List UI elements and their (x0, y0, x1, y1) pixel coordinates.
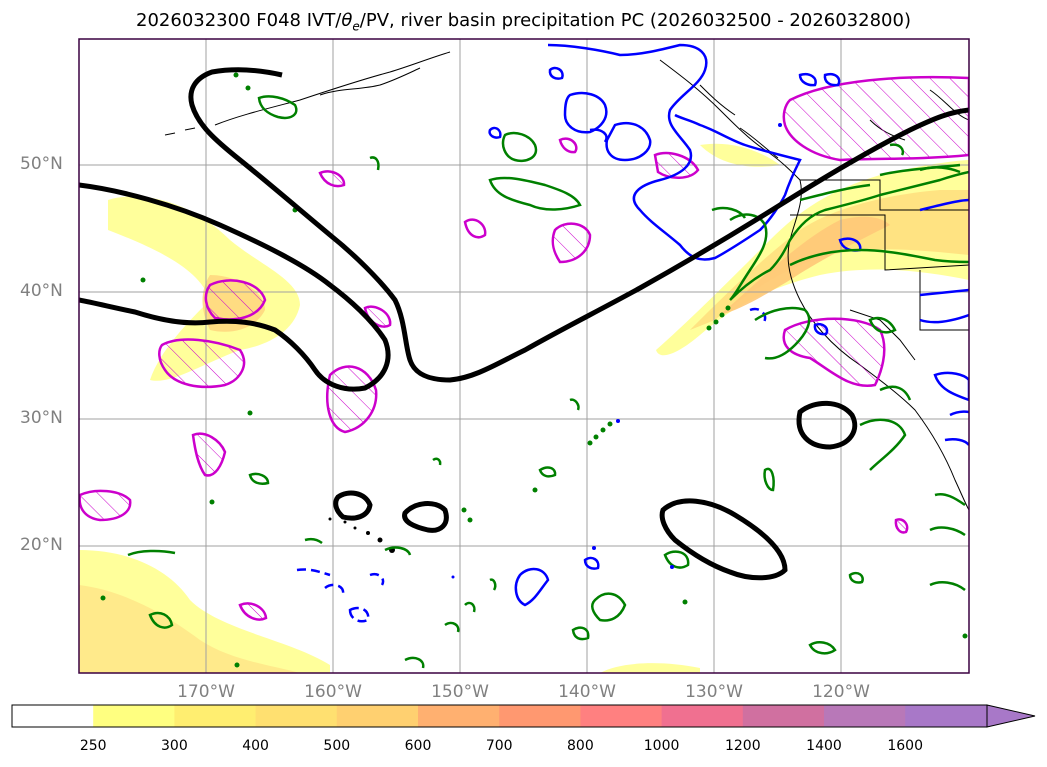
colorbar-cell (12, 705, 94, 727)
lon-label-120w: 120°W (812, 682, 870, 702)
colorbar-tick-label: 1000 (643, 738, 680, 754)
colorbar-frame (11, 704, 988, 728)
colorbar-cell (580, 705, 663, 727)
colorbar-cell (742, 705, 825, 727)
colorbar-tick-label: 600 (404, 738, 432, 754)
colorbar-tick-label: 1200 (724, 738, 761, 754)
precip-contours (79, 75, 969, 621)
lon-label-170w: 170°W (177, 682, 235, 702)
colorbar-tick-label: 800 (567, 738, 594, 754)
plot-frame (78, 38, 970, 674)
colorbar-tick-label: 400 (242, 738, 269, 754)
colorbar-cell (824, 705, 906, 727)
colorbar-cell (93, 705, 175, 727)
map-canvas (78, 38, 970, 674)
lon-label-130w: 130°W (685, 682, 743, 702)
lat-label-20: 20°N (20, 535, 63, 555)
pv-contours (296, 43, 969, 623)
colorbar-tick-label: 1600 (887, 738, 924, 754)
lat-label-40: 40°N (20, 281, 63, 301)
colorbar-cell (499, 705, 581, 727)
colorbar-extend-arrow (986, 704, 1036, 728)
theta-dots (100, 72, 968, 668)
ivt-shading (79, 143, 969, 673)
lon-label-150w: 150°W (431, 682, 489, 702)
colorbar-cell (174, 705, 257, 727)
colorbar-tick-label: 500 (323, 738, 351, 754)
lon-label-160w: 160°W (304, 682, 362, 702)
colorbar-cell (418, 705, 500, 727)
colorbar-tick-label: 1400 (806, 738, 842, 754)
lon-label-140w: 140°W (558, 682, 616, 702)
colorbar-tick-label: 250 (79, 738, 107, 754)
map-title: 2026032300 F048 IVT/θe/PV, river basin p… (136, 10, 911, 34)
colorbar-cell (905, 705, 987, 727)
colorbar-cell (336, 705, 419, 727)
pv-dots (451, 123, 782, 579)
colorbar-cell (661, 705, 744, 727)
lat-label-30: 30°N (20, 408, 63, 428)
theta-contours (127, 95, 969, 669)
ivt-contours (79, 67, 969, 581)
colorbar-tick-label: 700 (485, 738, 513, 754)
lat-label-50: 50°N (20, 154, 63, 174)
colorbar-tick-label: 300 (161, 738, 188, 754)
colorbar (11, 704, 1036, 728)
colorbar-cell (255, 705, 338, 727)
